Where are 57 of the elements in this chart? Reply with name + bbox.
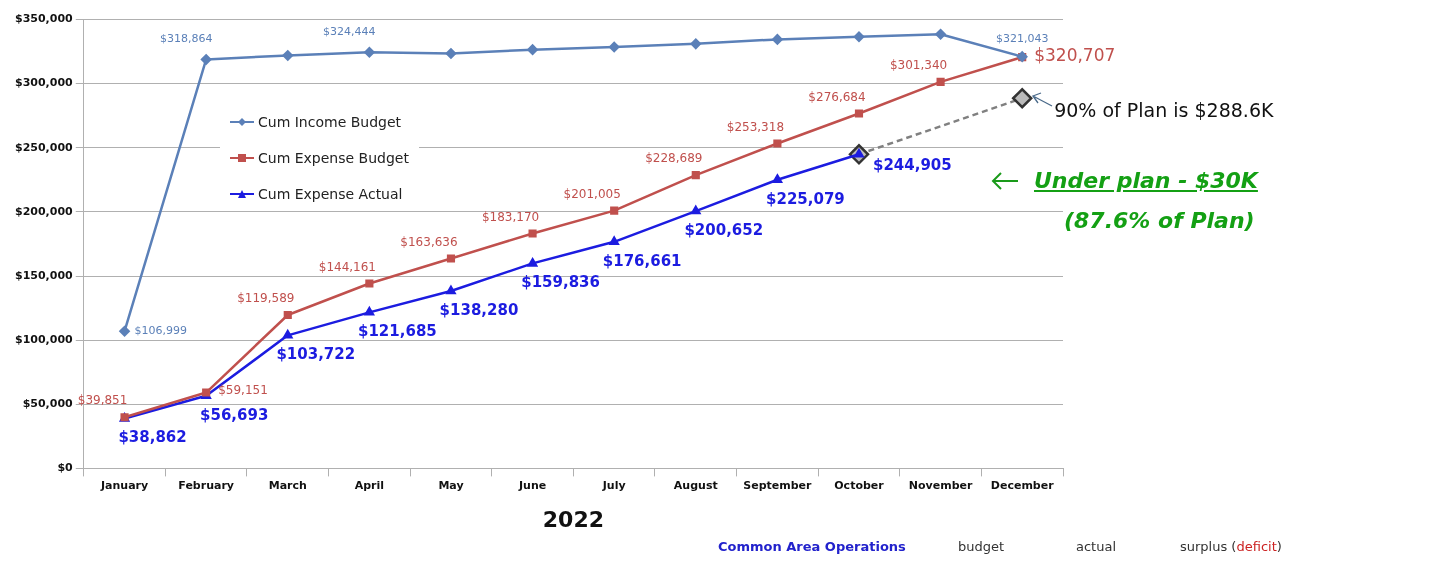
legend-label: Cum Expense Actual: [258, 186, 403, 202]
annotation: Under plan - $30K: [1034, 168, 1258, 193]
data-label: $106,999: [134, 324, 188, 338]
data-label: $321,043: [995, 32, 1049, 46]
x-tick-label: March: [268, 478, 307, 492]
y-tick-label: $200,000: [14, 204, 74, 218]
data-label: $276,684: [808, 89, 866, 104]
data-label: $253,318: [726, 119, 785, 134]
x-tick-label: April: [354, 478, 385, 492]
data-label: $103,722: [276, 345, 356, 364]
data-label: $39,851: [77, 393, 128, 408]
y-tick-label: $350,000: [14, 12, 74, 26]
data-label: $121,685: [357, 322, 437, 341]
x-tick-label: July: [601, 478, 626, 492]
x-tick-label: February: [178, 478, 234, 492]
data-label: $200,652: [684, 220, 764, 239]
x-tick-label: June: [517, 478, 547, 492]
annotation: 90% of Plan is $288.6K: [1054, 99, 1274, 122]
text: (87.6% of Plan): [1064, 208, 1255, 233]
y-tick-label: $150,000: [14, 268, 74, 282]
data-label: $56,693: [200, 405, 269, 424]
data-label: $228,689: [645, 151, 703, 166]
data-label: $59,151: [218, 382, 268, 397]
x-tick-label: August: [673, 478, 718, 492]
y-tick-label: $100,000: [14, 333, 74, 346]
data-label: $244,905: [872, 156, 952, 175]
legend-label: Cum Expense Budget: [258, 150, 409, 166]
data-label: $324,444: [323, 25, 376, 39]
data-label: $144,161: [318, 259, 376, 274]
data-label: $320,707: [1034, 45, 1116, 66]
data-label: $163,636: [400, 234, 458, 249]
x-tick-label: September: [743, 478, 813, 492]
data-label: $159,836: [521, 273, 600, 292]
data-label: $119,589: [237, 291, 295, 306]
data-label: $301,340: [889, 58, 948, 73]
legend-label: Cum Income Budget: [258, 114, 402, 130]
data-label: $176,661: [602, 251, 682, 270]
y-tick-label: $0: [57, 461, 74, 475]
text: Common Area Operations: [718, 539, 906, 554]
y-tick-label: $50,000: [22, 397, 74, 411]
data-label: $183,170: [481, 209, 540, 224]
x-tick-label: January: [99, 478, 149, 492]
data-label: $138,280: [439, 300, 519, 319]
x-tick-label: May: [438, 478, 464, 492]
x-tick-label: November: [908, 478, 973, 492]
text: surplus (deficit): [1180, 539, 1282, 554]
data-label: $225,079: [766, 189, 845, 208]
x-tick-label: October: [834, 478, 885, 492]
y-tick-label: $250,000: [14, 140, 74, 154]
y-tick-label: $300,000: [14, 76, 74, 90]
data-label: $38,862: [118, 428, 187, 447]
data-label: $201,005: [563, 186, 621, 201]
x-tick-label: December: [990, 478, 1055, 492]
x-axis-title: 2022: [542, 506, 604, 532]
text: actual: [1076, 539, 1117, 554]
text: budget: [958, 539, 1005, 554]
data-label: $318,864: [159, 32, 213, 46]
